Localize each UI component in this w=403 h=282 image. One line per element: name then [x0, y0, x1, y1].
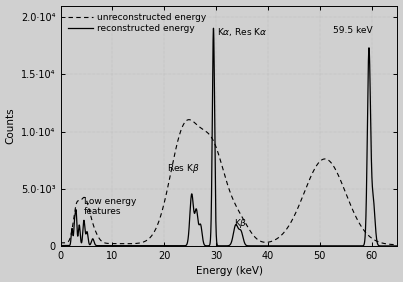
Text: K$\alpha$, Res K$\alpha$: K$\alpha$, Res K$\alpha$ [217, 26, 268, 38]
unreconstructed energy [277, 235, 282, 238]
Text: 59.5 keV: 59.5 keV [332, 26, 372, 35]
unreconstructed energy [119, 242, 124, 245]
unreconstructed energy [187, 118, 192, 121]
unreconstructed energy [310, 172, 314, 176]
Y-axis label: Counts: Counts [6, 107, 16, 144]
unreconstructed energy [395, 243, 400, 246]
reconstructed energy [119, 244, 124, 247]
reconstructed energy [260, 244, 265, 248]
reconstructed energy [58, 244, 63, 247]
reconstructed energy [310, 244, 314, 248]
Line: reconstructed energy: reconstructed energy [60, 28, 397, 246]
reconstructed energy [335, 244, 340, 248]
reconstructed energy [211, 27, 216, 30]
Text: K$\beta$: K$\beta$ [234, 217, 247, 230]
unreconstructed energy [260, 240, 265, 244]
Text: Low energy
features: Low energy features [84, 197, 136, 216]
unreconstructed energy [58, 241, 63, 244]
reconstructed energy [277, 244, 282, 248]
unreconstructed energy [335, 172, 340, 175]
Text: Res K$\beta$: Res K$\beta$ [167, 162, 199, 175]
unreconstructed energy [187, 118, 191, 121]
Line: unreconstructed energy: unreconstructed energy [60, 120, 397, 245]
reconstructed energy [395, 244, 400, 248]
reconstructed energy [187, 223, 192, 226]
Legend: unreconstructed energy, reconstructed energy: unreconstructed energy, reconstructed en… [65, 10, 209, 36]
X-axis label: Energy (keV): Energy (keV) [195, 266, 262, 276]
